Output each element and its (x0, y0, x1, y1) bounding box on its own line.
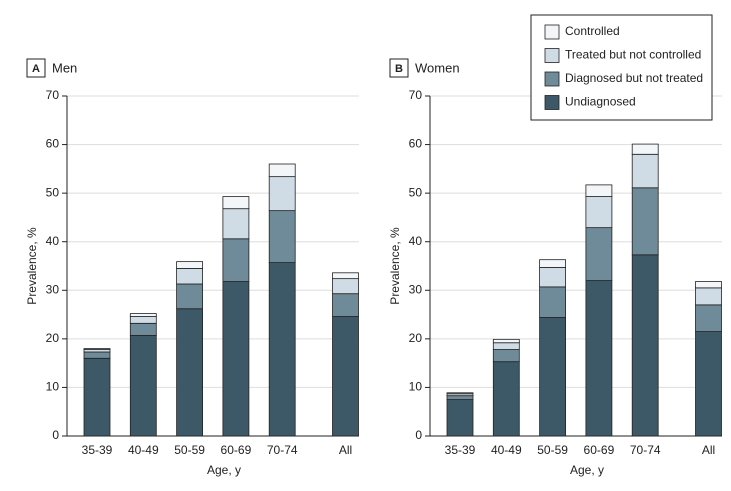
bar-segment (129, 313, 157, 317)
x-axis-label: Age, y (570, 463, 604, 477)
x-tick-label: 35-39 (445, 443, 476, 457)
y-tick-label: 50 (46, 185, 60, 199)
bar-segment (129, 322, 157, 336)
bar-segment (695, 287, 722, 306)
bar-segment (539, 317, 566, 437)
bar-segment (446, 392, 474, 395)
bar-segment (631, 153, 659, 189)
y-tick-label: 10 (46, 380, 60, 394)
panel-badge (26, 58, 46, 78)
y-tick-label: 0 (415, 428, 422, 442)
bar-segment (129, 316, 157, 324)
x-tick-label: 70-74 (267, 443, 298, 457)
y-tick-label: 20 (409, 331, 423, 345)
panel-letter: B (395, 63, 403, 75)
panel-title: Men (52, 60, 77, 75)
bar-segment (695, 304, 722, 332)
bar-segment (176, 283, 204, 310)
y-axis-label: Prevalence, % (25, 227, 39, 305)
panel-badge (389, 58, 409, 78)
y-axis-label: Prevalence, % (388, 227, 402, 305)
y-tick-label: 20 (46, 331, 60, 345)
bar-segment (176, 261, 204, 269)
y-tick-label: 40 (46, 234, 60, 248)
x-tick-label: All (702, 443, 715, 457)
y-tick-label: 70 (409, 88, 423, 102)
legend-label: Diagnosed but not treated (565, 71, 703, 85)
legend-label: Undiagnosed (565, 95, 636, 109)
bar-segment (631, 143, 659, 155)
bar-segment (268, 210, 296, 263)
bar-segment (585, 184, 613, 197)
x-tick-label: 50-59 (537, 443, 568, 457)
bar-segment (695, 281, 722, 289)
bar-segment (585, 280, 613, 437)
legend-label: Treated but not controlled (565, 48, 701, 62)
legend-label: Controlled (565, 24, 620, 38)
panel-title: Women (415, 60, 460, 75)
bar-segment (176, 308, 204, 437)
bar-segment (631, 254, 659, 437)
bar-segment (332, 278, 359, 295)
y-tick-label: 60 (409, 137, 423, 151)
y-tick-label: 30 (409, 282, 423, 296)
legend-box (530, 14, 713, 121)
legend-swatch (544, 71, 560, 87)
legend-swatch (544, 48, 560, 63)
bar-segment (332, 293, 359, 317)
x-tick-label: 35-39 (82, 443, 113, 457)
bar-segment (222, 281, 250, 437)
bar-segment (539, 267, 566, 288)
bar-segment (176, 268, 204, 285)
bar-segment (492, 342, 520, 350)
bar-segment (631, 187, 659, 256)
legend-swatch (544, 95, 560, 110)
x-tick-label: 60-69 (584, 443, 615, 457)
panel-letter: A (32, 63, 40, 75)
bar-segment (446, 399, 474, 437)
bar-segment (83, 357, 111, 437)
y-tick-label: 50 (409, 185, 423, 199)
bar-segment (129, 335, 157, 437)
bar-segment (585, 227, 613, 281)
legend-swatch (544, 24, 560, 40)
y-tick-label: 60 (46, 137, 60, 151)
y-tick-label: 10 (409, 380, 423, 394)
bar-segment (695, 331, 722, 437)
bar-segment (585, 196, 613, 229)
bar-segment (83, 351, 111, 359)
bar-segment (492, 349, 520, 363)
bar-segment (539, 259, 566, 268)
y-tick-label: 40 (409, 234, 423, 248)
y-tick-label: 0 (52, 428, 59, 442)
bar-segment (83, 348, 111, 350)
bar-segment (332, 316, 359, 437)
y-tick-label: 30 (46, 282, 60, 296)
x-tick-label: 40-49 (128, 443, 159, 457)
x-tick-label: 50-59 (174, 443, 205, 457)
bar-segment (268, 262, 296, 437)
bar-segment (492, 338, 520, 344)
bar-segment (222, 196, 250, 210)
bar-segment (268, 176, 296, 212)
x-axis-label: Age, y (207, 463, 241, 477)
bar-segment (222, 208, 250, 240)
bar-segment (539, 286, 566, 318)
x-tick-label: 60-69 (221, 443, 252, 457)
bar-segment (492, 361, 520, 437)
bar-segment (222, 238, 250, 282)
bar-segment (332, 272, 359, 280)
x-tick-label: 70-74 (630, 443, 661, 457)
bar-segment (446, 395, 474, 400)
y-tick-label: 70 (46, 88, 60, 102)
bar-segment (268, 163, 296, 178)
x-tick-label: All (339, 443, 352, 457)
x-tick-label: 40-49 (491, 443, 522, 457)
